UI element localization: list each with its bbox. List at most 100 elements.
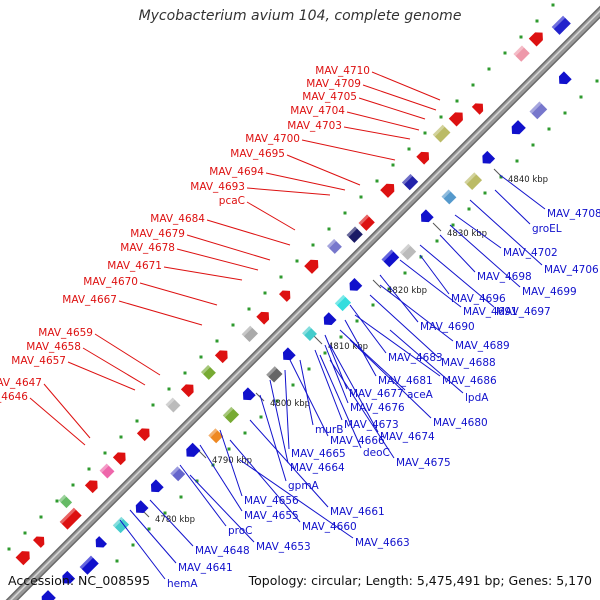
- reverse-feature: [208, 428, 224, 444]
- reverse-feature-shape: [112, 516, 130, 534]
- forward-feature-shape: [214, 350, 228, 364]
- forward-feature: [528, 32, 543, 47]
- forward-gene-label: MAV_4659: [38, 327, 93, 339]
- forward-gene-label: MAV_4709: [306, 78, 361, 90]
- label-leader: [43, 383, 91, 439]
- gc-marker: [359, 195, 363, 199]
- forward-feature-shape: [59, 507, 82, 530]
- gc-marker: [503, 51, 507, 55]
- gc-marker: [391, 163, 395, 167]
- forward-feature-shape: [112, 452, 126, 466]
- forward-gene-label: MAV_4694: [209, 166, 264, 178]
- reverse-feature: [79, 555, 99, 575]
- forward-feature: [241, 325, 258, 342]
- tick-mark: [255, 392, 265, 402]
- label-leader: [239, 459, 354, 539]
- reverse-gene-label: MAV_4690: [420, 321, 475, 333]
- forward-feature-shape: [448, 112, 463, 127]
- gc-marker: [439, 115, 443, 119]
- reverse-feature-shape: [399, 243, 417, 261]
- reverse-feature-shape: [464, 172, 483, 191]
- reverse-gene-label: MAV_4666: [330, 435, 385, 447]
- reverse-gene-label: MAV_4664: [290, 462, 345, 474]
- gc-marker: [487, 67, 491, 71]
- reverse-feature: [242, 387, 256, 401]
- gc-marker: [531, 143, 535, 147]
- gc-marker: [279, 275, 283, 279]
- reverse-gene-label: aceA: [407, 389, 434, 401]
- reverse-feature-shape: [482, 150, 496, 164]
- reverse-gene-label: MAV_4697: [496, 306, 551, 318]
- label-leader: [349, 304, 387, 354]
- tick-label: 4790 kbp: [212, 456, 252, 466]
- gc-marker: [275, 399, 279, 403]
- reverse-feature-shape: [150, 479, 164, 493]
- forward-feature-shape: [401, 173, 419, 191]
- label-leader: [119, 519, 166, 580]
- label-leader: [349, 339, 432, 419]
- gc-marker: [131, 543, 135, 547]
- label-leader: [206, 219, 291, 246]
- label-leader: [301, 139, 396, 161]
- gc-marker: [151, 403, 155, 407]
- label-leader: [246, 201, 296, 231]
- reverse-feature-shape: [222, 406, 240, 424]
- forward-gene-label: MAV_4671: [107, 260, 162, 272]
- label-leader: [265, 172, 346, 191]
- reverse-gene-label: MAV_4680: [433, 417, 488, 429]
- reverse-gene-label: lpdA: [465, 392, 489, 404]
- tick-label: 4780 kbp: [155, 515, 195, 525]
- forward-feature-shape: [279, 290, 291, 302]
- forward-feature-shape: [432, 124, 451, 143]
- forward-feature-shape: [551, 15, 571, 35]
- reverse-feature-shape: [62, 570, 76, 584]
- forward-gene-label: MAV_4703: [287, 120, 342, 132]
- label-leader: [454, 214, 502, 249]
- reverse-gene-label: proC: [228, 525, 253, 537]
- forward-feature-shape: [358, 214, 375, 231]
- gc-marker: [387, 287, 391, 291]
- label-leader: [319, 354, 362, 449]
- gc-marker: [455, 99, 459, 103]
- map-title: Mycobacterium avium 104, complete genome: [138, 8, 462, 24]
- gc-marker: [467, 207, 471, 211]
- gc-marker: [231, 323, 235, 327]
- forward-gene-label: MAV_4693: [190, 181, 245, 193]
- forward-feature: [201, 365, 216, 380]
- gc-marker: [23, 531, 27, 535]
- gc-marker: [339, 335, 343, 339]
- label-leader: [179, 464, 227, 527]
- tick-label: 4800 kbp: [270, 399, 310, 409]
- reverse-feature-shape: [208, 428, 224, 444]
- tick-label: 4840 kbp: [508, 175, 548, 185]
- gc-marker: [563, 111, 567, 115]
- gc-marker: [291, 383, 295, 387]
- forward-feature: [358, 214, 375, 231]
- forward-feature-shape: [241, 325, 258, 342]
- gc-marker: [227, 447, 231, 451]
- reverse-gene-label: MAV_4683: [388, 352, 443, 364]
- forward-feature: [471, 103, 484, 115]
- reverse-gene-label: MAV_4677: [349, 388, 404, 400]
- forward-feature-shape: [180, 384, 194, 398]
- label-leader: [389, 329, 464, 394]
- reverse-gene-label: murB: [315, 424, 343, 436]
- reverse-gene-label: MAV_4706: [544, 264, 599, 276]
- label-leader: [149, 499, 194, 547]
- forward-feature: [136, 428, 150, 442]
- forward-feature: [513, 45, 530, 62]
- label-leader: [399, 259, 462, 308]
- gc-marker: [547, 127, 551, 131]
- gc-marker: [435, 239, 439, 243]
- forward-feature: [59, 507, 82, 530]
- label-leader: [67, 361, 136, 391]
- forward-feature: [84, 480, 98, 494]
- reverse-feature: [323, 312, 337, 325]
- gc-marker: [119, 435, 123, 439]
- label-leader: [186, 234, 271, 261]
- label-leader: [82, 347, 146, 386]
- gc-marker: [407, 147, 411, 151]
- reverse-feature: [186, 442, 201, 457]
